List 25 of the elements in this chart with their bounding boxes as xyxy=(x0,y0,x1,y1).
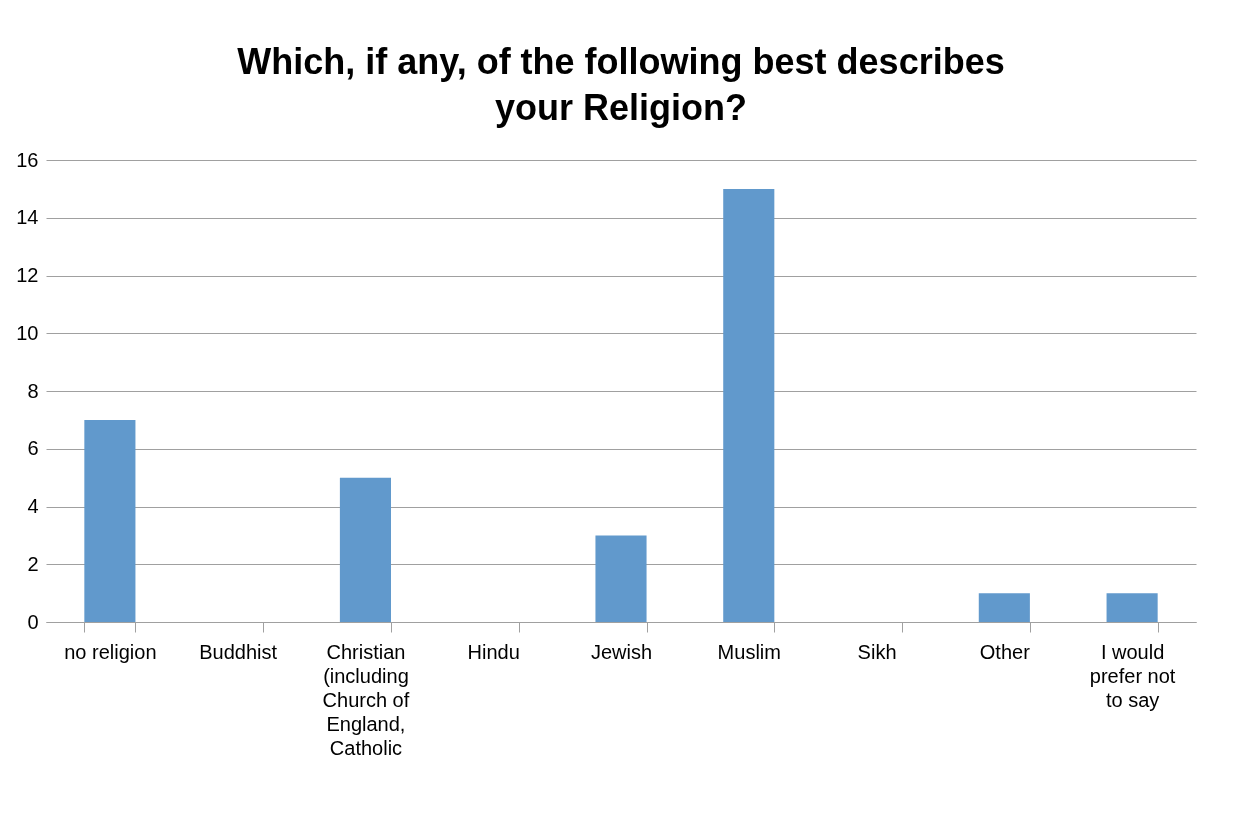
x-tick-label: Buddhist xyxy=(199,640,278,663)
bar xyxy=(723,188,775,622)
x-tick-label: Hindu xyxy=(467,640,520,663)
x-tick-label: Christian (including Church of England, Catholic xyxy=(322,640,410,759)
bar xyxy=(1106,593,1158,622)
x-tick-label: Jewish xyxy=(590,640,653,663)
y-tick-label: 8 xyxy=(27,379,39,402)
y-tick-label: 4 xyxy=(27,495,39,517)
y-tick-label: 2 xyxy=(27,552,39,575)
bar xyxy=(339,477,391,622)
y-tick-label: 0 xyxy=(27,610,39,633)
bar xyxy=(84,419,136,622)
y-tick-label: 12 xyxy=(16,264,39,286)
y-tick-label: 16 xyxy=(16,148,39,171)
chart-title: Which, if any, of the following best describes your Religion? xyxy=(237,41,1005,128)
bar xyxy=(978,593,1030,622)
bar xyxy=(595,535,647,622)
x-tick-label: no religion xyxy=(64,640,157,663)
y-tick-label: 6 xyxy=(27,437,39,460)
x-tick-label: Sikh xyxy=(857,640,897,663)
x-tick-label: Muslim xyxy=(717,640,781,663)
y-tick-label: 14 xyxy=(16,206,39,229)
y-tick-label: 10 xyxy=(16,321,39,344)
x-tick-label: I would prefer not to say xyxy=(1089,640,1176,711)
x-tick-label: Other xyxy=(979,640,1031,663)
